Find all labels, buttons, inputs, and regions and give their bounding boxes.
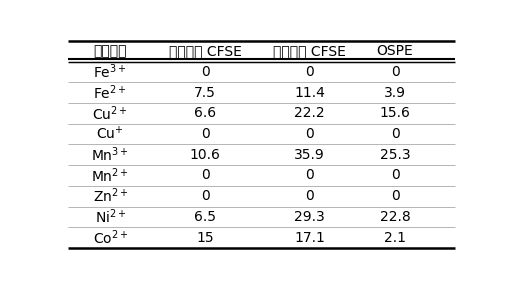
- Text: 11.4: 11.4: [294, 86, 325, 100]
- Text: Ni$^{2+}$: Ni$^{2+}$: [94, 208, 126, 226]
- Text: 15: 15: [196, 231, 214, 245]
- Text: Co$^{2+}$: Co$^{2+}$: [93, 228, 128, 247]
- Text: Cu$^{+}$: Cu$^{+}$: [96, 126, 124, 143]
- Text: 3.9: 3.9: [383, 86, 405, 100]
- Text: 四面体场 CFSE: 四面体场 CFSE: [168, 44, 241, 58]
- Text: 35.9: 35.9: [294, 148, 325, 162]
- Text: Mn$^{3+}$: Mn$^{3+}$: [91, 146, 129, 164]
- Text: 0: 0: [390, 168, 399, 182]
- Text: Fe$^{3+}$: Fe$^{3+}$: [93, 63, 127, 81]
- Text: Mn$^{2+}$: Mn$^{2+}$: [91, 166, 129, 185]
- Text: OSPE: OSPE: [376, 44, 413, 58]
- Text: 0: 0: [390, 127, 399, 141]
- Text: Zn$^{2+}$: Zn$^{2+}$: [92, 187, 128, 205]
- Text: 0: 0: [201, 127, 209, 141]
- Text: 15.6: 15.6: [379, 106, 410, 120]
- Text: Fe$^{2+}$: Fe$^{2+}$: [93, 84, 127, 102]
- Text: 17.1: 17.1: [294, 231, 325, 245]
- Text: 6.6: 6.6: [194, 106, 216, 120]
- Text: 29.3: 29.3: [294, 210, 325, 224]
- Text: 离子种类: 离子种类: [93, 44, 127, 58]
- Text: 10.6: 10.6: [189, 148, 220, 162]
- Text: 22.2: 22.2: [294, 106, 324, 120]
- Text: Cu$^{2+}$: Cu$^{2+}$: [92, 104, 128, 123]
- Text: 0: 0: [305, 65, 314, 79]
- Text: 6.5: 6.5: [194, 210, 216, 224]
- Text: 25.3: 25.3: [379, 148, 410, 162]
- Text: 0: 0: [305, 168, 314, 182]
- Text: 0: 0: [305, 127, 314, 141]
- Text: 八面体场 CFSE: 八面体场 CFSE: [273, 44, 346, 58]
- Text: 0: 0: [390, 189, 399, 203]
- Text: 0: 0: [305, 189, 314, 203]
- Text: 22.8: 22.8: [379, 210, 410, 224]
- Text: 0: 0: [201, 65, 209, 79]
- Text: 7.5: 7.5: [194, 86, 216, 100]
- Text: 2.1: 2.1: [383, 231, 405, 245]
- Text: 0: 0: [201, 189, 209, 203]
- Text: 0: 0: [201, 168, 209, 182]
- Text: 0: 0: [390, 65, 399, 79]
